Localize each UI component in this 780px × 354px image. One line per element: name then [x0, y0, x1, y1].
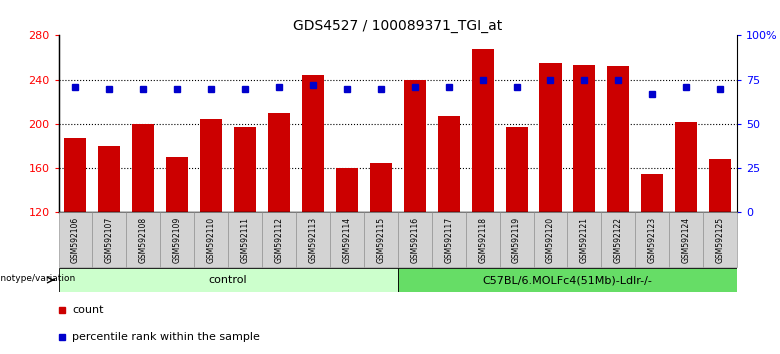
Bar: [540, 63, 562, 212]
Text: control: control: [209, 275, 247, 285]
Text: GSM592106: GSM592106: [71, 217, 80, 263]
Bar: [432, 212, 466, 267]
Text: GSM592125: GSM592125: [715, 217, 725, 263]
Text: GSM592120: GSM592120: [546, 217, 555, 263]
Bar: [370, 162, 392, 212]
Bar: [363, 212, 398, 267]
Bar: [268, 113, 290, 212]
Text: GSM592113: GSM592113: [308, 217, 317, 263]
Bar: [641, 174, 663, 212]
Bar: [534, 212, 567, 267]
Bar: [98, 146, 120, 212]
Bar: [704, 212, 737, 267]
Text: GSM592108: GSM592108: [139, 217, 148, 263]
Bar: [636, 212, 669, 267]
Bar: [161, 212, 194, 267]
Text: GSM592123: GSM592123: [647, 217, 657, 263]
Bar: [500, 212, 534, 267]
Bar: [404, 80, 426, 212]
Bar: [568, 212, 601, 267]
Text: GSM592115: GSM592115: [376, 217, 385, 263]
Text: GSM592107: GSM592107: [105, 217, 114, 263]
Bar: [330, 212, 363, 267]
Bar: [302, 75, 324, 212]
Text: GSM592118: GSM592118: [478, 217, 488, 263]
Bar: [58, 212, 93, 267]
Text: count: count: [72, 305, 104, 315]
Bar: [709, 159, 731, 212]
Title: GDS4527 / 100089371_TGI_at: GDS4527 / 100089371_TGI_at: [293, 19, 502, 33]
Text: GSM592122: GSM592122: [614, 217, 623, 263]
Bar: [573, 65, 595, 212]
Bar: [65, 138, 87, 212]
Bar: [234, 127, 256, 212]
Bar: [669, 212, 704, 267]
Bar: [398, 268, 737, 292]
Text: GSM592110: GSM592110: [207, 217, 216, 263]
Bar: [133, 124, 154, 212]
Text: GSM592117: GSM592117: [444, 217, 453, 263]
Bar: [675, 122, 697, 212]
Text: GSM592124: GSM592124: [682, 217, 691, 263]
Bar: [58, 268, 398, 292]
Bar: [296, 212, 330, 267]
Text: GSM592116: GSM592116: [410, 217, 420, 263]
Text: GSM592111: GSM592111: [240, 217, 250, 263]
Bar: [166, 157, 188, 212]
Bar: [608, 67, 629, 212]
Bar: [262, 212, 296, 267]
Text: genotype/variation: genotype/variation: [0, 274, 76, 283]
Bar: [228, 212, 262, 267]
Bar: [472, 48, 494, 212]
Bar: [194, 212, 228, 267]
Text: GSM592109: GSM592109: [172, 217, 182, 263]
Bar: [93, 212, 126, 267]
Text: GSM592114: GSM592114: [342, 217, 352, 263]
Bar: [336, 168, 358, 212]
Bar: [601, 212, 635, 267]
Text: C57BL/6.MOLFc4(51Mb)-Ldlr-/-: C57BL/6.MOLFc4(51Mb)-Ldlr-/-: [483, 275, 652, 285]
Bar: [505, 127, 527, 212]
Text: GSM592112: GSM592112: [275, 217, 284, 263]
Bar: [126, 212, 161, 267]
Text: percentile rank within the sample: percentile rank within the sample: [72, 332, 260, 342]
Bar: [200, 120, 222, 212]
Text: GSM592119: GSM592119: [512, 217, 521, 263]
Bar: [398, 212, 432, 267]
Bar: [438, 116, 459, 212]
Bar: [466, 212, 499, 267]
Text: GSM592121: GSM592121: [580, 217, 589, 263]
